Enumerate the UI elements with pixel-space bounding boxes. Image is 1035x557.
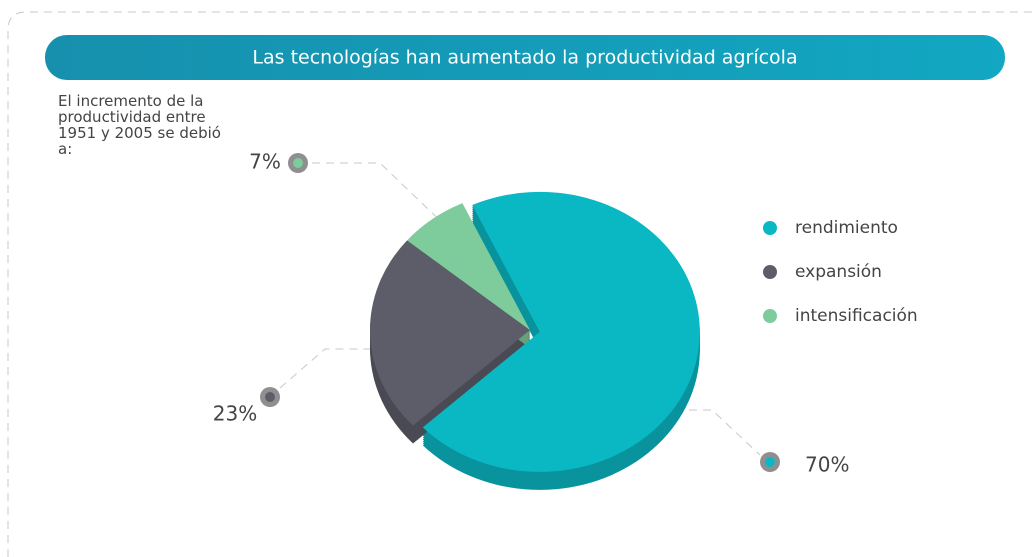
value-label: 70% [805,453,849,477]
callout-dot [265,392,275,402]
subtitle: El incremento de la productividad entre … [58,92,221,158]
chart-title: Las tecnologías han aumentado la product… [252,47,797,69]
slice [369,240,530,426]
title-banner [45,35,1005,80]
legend-label: intensificación [795,306,918,326]
value-label: 23% [213,402,257,426]
legend-swatch [763,265,777,279]
legend-label: rendimiento [795,218,898,238]
legend-swatch [763,309,777,323]
pie [369,191,700,490]
legend-label: expansión [795,262,882,282]
callout-dot [293,158,303,168]
slice [422,191,700,472]
callout-dot [765,457,775,467]
legend-swatch [763,221,777,235]
value-label: 7% [249,150,281,174]
slice [407,203,530,330]
